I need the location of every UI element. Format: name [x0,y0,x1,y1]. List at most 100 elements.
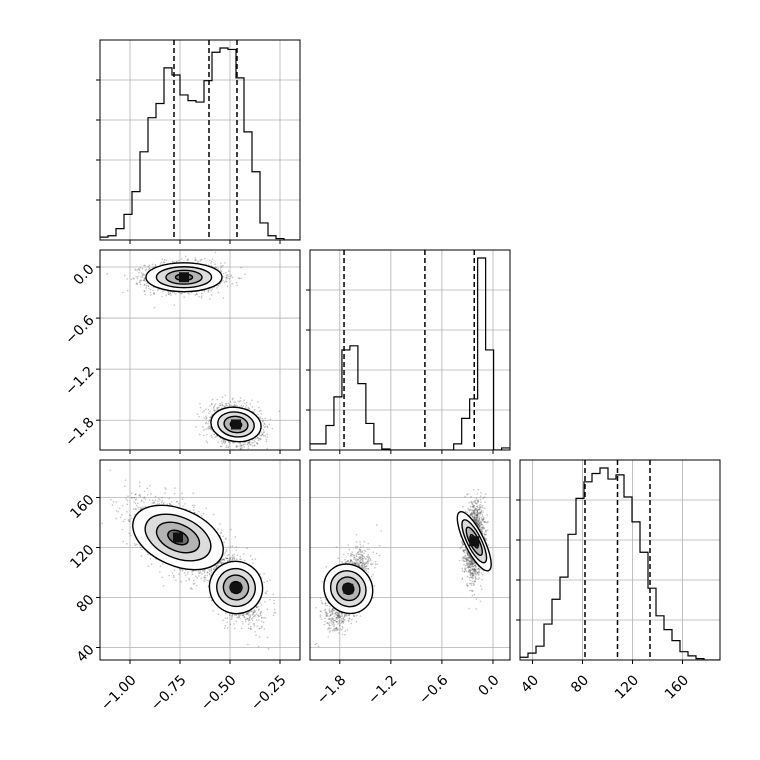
scatter-point [263,435,265,437]
scatter-point [245,404,248,407]
scatter-point [207,420,210,423]
scatter-point [241,447,244,449]
scatter-point [222,264,224,267]
scatter-point [152,289,154,291]
scatter-point [159,263,162,265]
scatter-point [242,443,245,446]
scatter-point [231,441,234,444]
scatter-point [141,274,144,276]
scatter-point [208,425,210,427]
scatter-point [191,504,194,507]
scatter-point [186,258,189,260]
scatter-point [255,442,258,444]
scatter-point [210,260,213,263]
scatter-point [195,584,198,587]
scatter-point [236,450,238,452]
scatter-point [216,406,219,409]
scatter-point [127,519,130,521]
scatter-point [255,458,257,460]
scatter-point [237,400,239,403]
scatter-point [261,421,264,423]
scatter-point [138,269,141,271]
scatter-point [216,287,218,289]
scatter-panel-1 [100,460,300,660]
scatter-point [157,500,159,503]
scatter-point [204,422,207,425]
scatter-point [200,577,203,580]
scatter-point [193,582,196,585]
scatter-point [140,275,142,278]
scatter-point [238,455,240,457]
scatter-point [173,492,176,495]
scatter-point [266,436,268,438]
scatter-point [139,266,142,269]
scatter-point [128,520,131,522]
scatter-point [191,570,193,573]
scatter-point [131,496,133,499]
scatter-point [266,447,269,450]
scatter-point [256,442,259,444]
scatter-point [144,269,147,272]
scatter-point [184,255,187,258]
scatter-point [258,410,261,412]
scatter-point [228,404,231,406]
scatter-point [133,277,135,280]
scatter-point [126,542,128,545]
scatter-point [210,429,213,431]
scatter-point [208,289,211,291]
scatter-point [145,268,147,270]
scatter-point [213,433,216,436]
scatter-point [268,423,271,426]
scatter-point [266,425,269,428]
scatter-point [209,410,211,413]
scatter-point [200,295,203,298]
scatter-point [225,278,227,280]
scatter-point [228,404,231,406]
scatter-point [235,444,238,447]
scatter-point [222,441,225,444]
hist-frame [309,249,511,451]
histogram-step [520,467,720,660]
scatter-point [231,276,234,279]
scatter-point [148,264,151,267]
scatter-point [109,469,111,472]
scatter-point [215,564,218,567]
scatter-point [173,569,176,571]
scatter-point [210,403,213,406]
scatter-point [209,405,211,407]
scatter-point [161,295,163,298]
scatter-point [171,261,174,264]
scatter-point [219,445,222,448]
scatter-point [203,434,205,437]
scatter-point [224,440,227,443]
scatter-point [211,436,213,439]
scatter-point [231,282,233,285]
scatter-point [262,428,265,431]
scatter-point [135,498,138,500]
scatter-point [162,503,165,505]
scatter-point [278,410,281,413]
scatter-point [124,479,127,481]
scatter-point [220,532,222,534]
scatter-point [246,443,249,446]
scatter-point [134,502,137,505]
scatter-point [124,485,126,488]
scatter-point [148,267,151,270]
scatter-point [220,270,223,272]
scatter-point [214,263,217,265]
scatter-point [137,275,139,278]
scatter-point [137,268,140,270]
scatter-point [247,445,250,448]
scatter-point [263,422,266,425]
scatter-point [226,557,228,560]
scatter-point [209,416,211,418]
scatter-point [143,277,146,280]
scatter-point [263,431,265,433]
scatter-point [151,499,154,502]
scatter-point [134,544,137,547]
scatter-point [257,437,260,440]
scatter-point [163,261,166,264]
scatter-point [248,407,251,410]
scatter-point [247,442,249,444]
scatter-point [251,442,253,444]
